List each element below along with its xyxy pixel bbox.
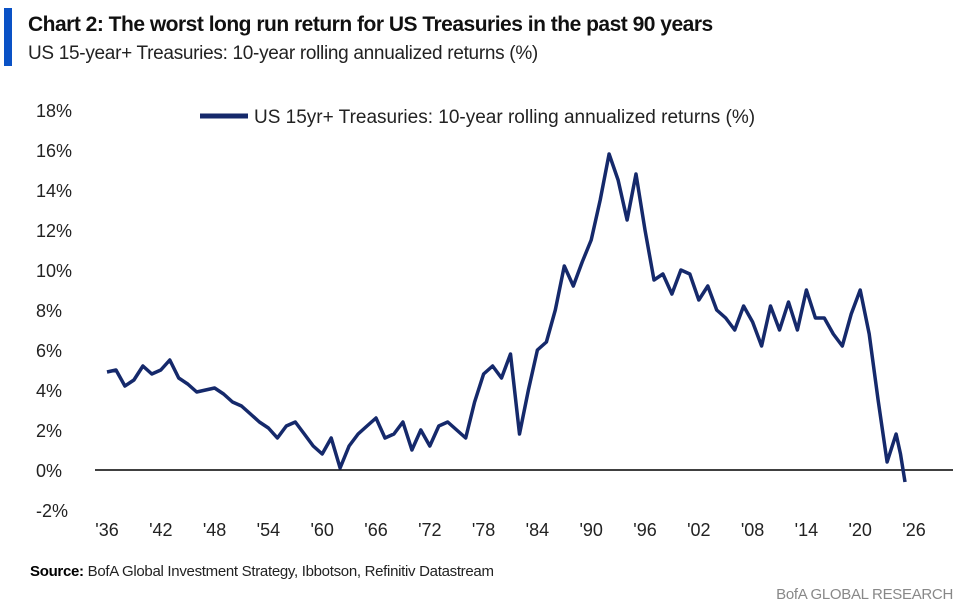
source-text: BofA Global Investment Strategy, Ibbotso… [87,563,494,580]
y-tick-label: -2% [36,501,68,521]
accent-bar [4,8,12,66]
chart-subtitle: US 15-year+ Treasuries: 10-year rolling … [28,43,538,64]
x-tick-label: '66 [364,520,387,540]
y-tick-label: 12% [36,221,72,241]
legend-label: US 15yr+ Treasuries: 10-year rolling ann… [254,107,755,128]
x-tick-label: '96 [633,520,656,540]
source-note: Source: BofA Global Investment Strategy,… [30,563,494,580]
x-tick-label: '60 [310,520,333,540]
y-tick-label: 4% [36,381,62,401]
series-line [106,152,907,483]
x-tick-label: '90 [579,520,602,540]
x-tick-label: '26 [902,520,925,540]
x-tick-label: '72 [418,520,441,540]
x-tick-label: '02 [687,520,710,540]
y-tick-label: 0% [36,461,62,481]
x-tick-label: '20 [848,520,871,540]
y-tick-label: 8% [36,301,62,321]
x-tick-label: '14 [795,520,818,540]
source-label: Source: [30,563,84,580]
y-tick-label: 18% [36,101,72,121]
x-tick-label: '08 [741,520,764,540]
chart-title: Chart 2: The worst long run return for U… [28,13,713,36]
x-tick-label: '78 [472,520,495,540]
y-tick-label: 16% [36,141,72,161]
x-tick-label: '36 [95,520,118,540]
y-tick-label: 6% [36,341,62,361]
x-tick-label: '84 [526,520,549,540]
x-tick-label: '48 [203,520,226,540]
y-tick-label: 10% [36,261,72,281]
x-tick-label: '54 [257,520,280,540]
y-tick-label: 14% [36,181,72,201]
x-tick-label: '42 [149,520,172,540]
y-tick-label: 2% [36,421,62,441]
brand-footer: BofA GLOBAL RESEARCH [776,586,953,603]
